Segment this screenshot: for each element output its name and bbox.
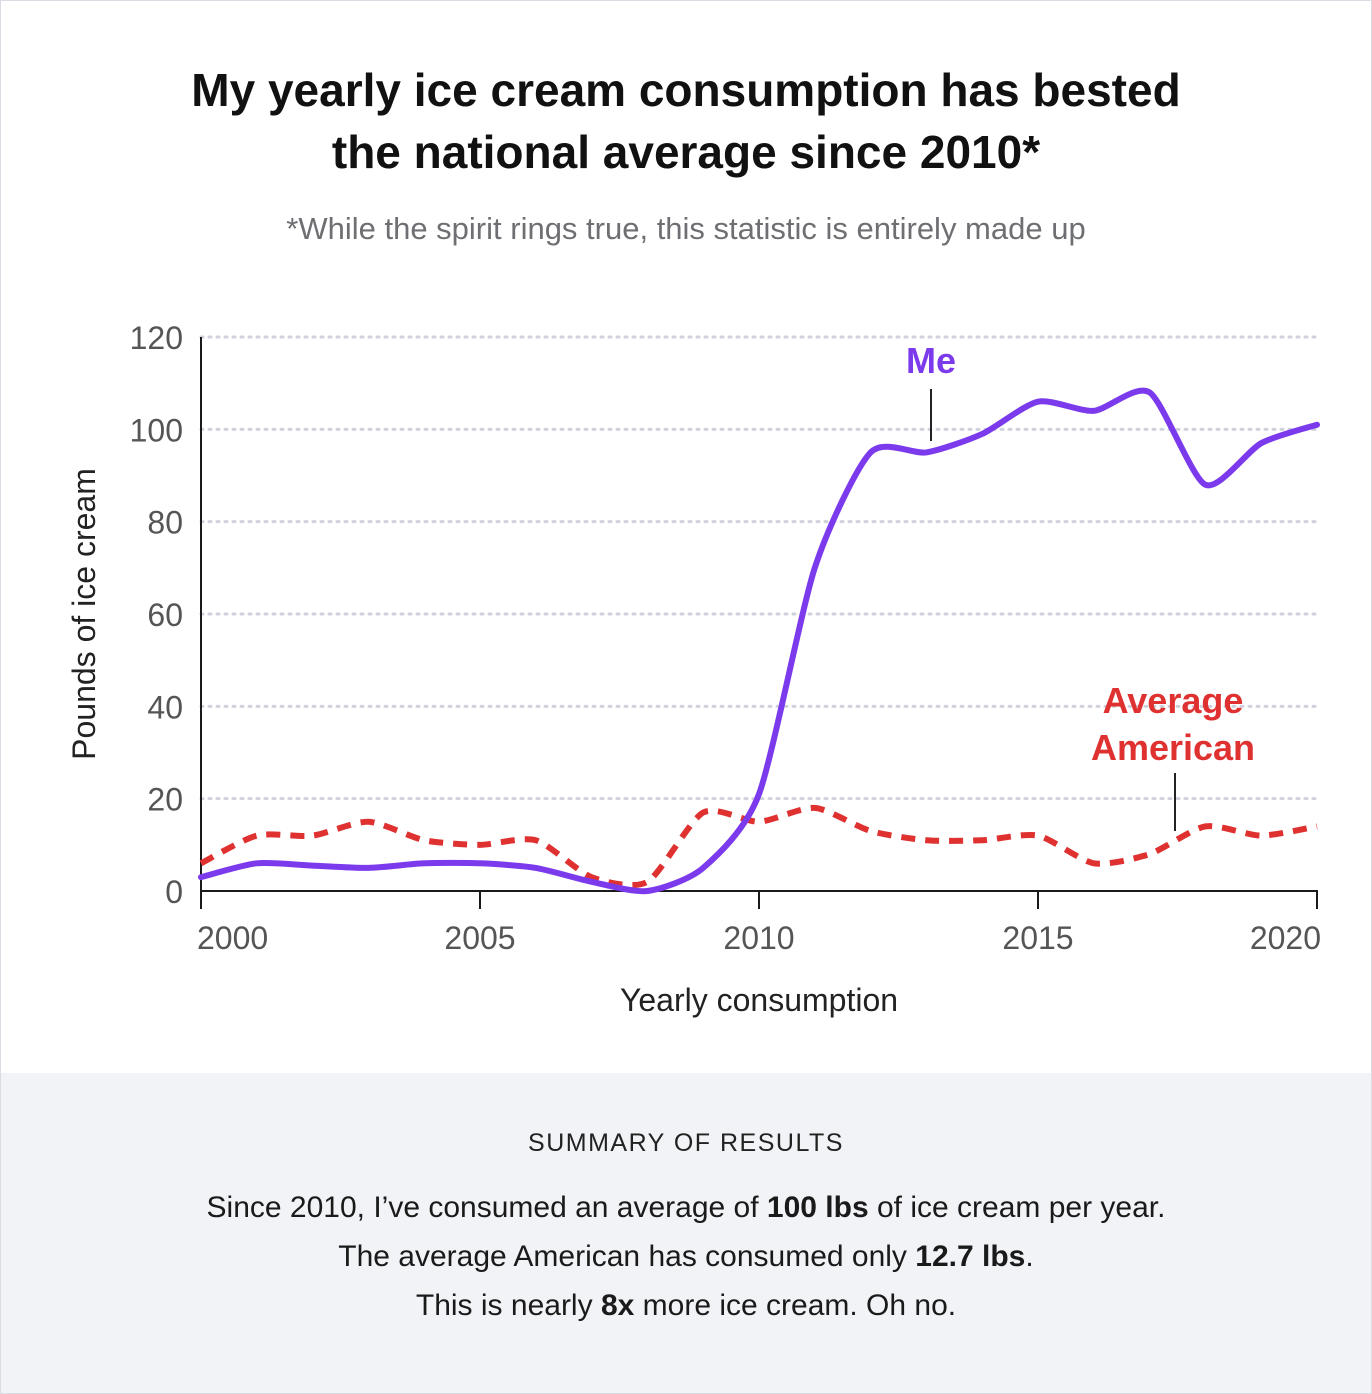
summary-line-2-highlight: 12.7 lbs (915, 1240, 1026, 1273)
chart-title-line-2: the national average since 2010* (331, 126, 1041, 178)
y-tick-label: 60 (147, 597, 183, 633)
x-tick-label: 2010 (723, 920, 794, 956)
summary-text: Since 2010, I’ve consumed an average of … (1, 1183, 1371, 1330)
x-tick-label: 2015 (1002, 920, 1073, 956)
y-tick-label: 40 (147, 689, 183, 725)
summary-line-2: The average American has consumed only 1… (1, 1232, 1371, 1281)
series-line-me (198, 387, 1320, 895)
summary-line-1: Since 2010, I’ve consumed an average of … (1, 1183, 1371, 1232)
x-tick-label: 2005 (444, 920, 515, 956)
summary-line-3-highlight: 8x (600, 1289, 635, 1322)
y-tick-label: 120 (130, 320, 183, 356)
chart-subtitle: *While the spirit rings true, this stati… (286, 211, 1086, 246)
summary-line-3-text: This is nearly (415, 1289, 601, 1322)
y-axis-title: Pounds of ice cream (66, 468, 102, 760)
summary-line-1-highlight: 100 lbs (766, 1191, 869, 1224)
summary-panel: SUMMARY OF RESULTS Since 2010, I’ve cons… (1, 1073, 1371, 1393)
series-label-me: Me (906, 340, 956, 381)
summary-line-2-text: The average American has consumed only (338, 1240, 916, 1273)
y-tick-label: 80 (147, 505, 183, 541)
summary-line-1-text: Since 2010, I’ve consumed an average of (206, 1191, 767, 1224)
y-tick-label: 20 (147, 782, 183, 818)
series-line-average-american (199, 804, 1318, 889)
y-tick-label: 0 (165, 874, 183, 910)
summary-line-3-tail: more ice cream. Oh no. (634, 1289, 957, 1322)
summary-heading: SUMMARY OF RESULTS (528, 1129, 844, 1157)
y-tick-label: 100 (130, 412, 183, 448)
summary-line-3: This is nearly 8x more ice cream. Oh no. (1, 1281, 1371, 1330)
summary-line-1-tail: of ice cream per year. (868, 1191, 1166, 1224)
x-axis-title: Yearly consumption (620, 982, 898, 1018)
series-label-average-american: Average American (1091, 680, 1255, 768)
x-tick-label: 2000 (197, 920, 268, 956)
summary-line-2-tail: . (1025, 1240, 1034, 1273)
x-tick-label: 2020 (1250, 920, 1321, 956)
chart-title: My yearly ice cream consumption has best… (1, 59, 1371, 183)
chart-title-line-1: My yearly ice cream consumption has best… (191, 64, 1181, 116)
line-chart: 0 20 40 60 80 100 120 2000 2005 2010 2015 2020 Yearl… (66, 320, 1321, 1018)
